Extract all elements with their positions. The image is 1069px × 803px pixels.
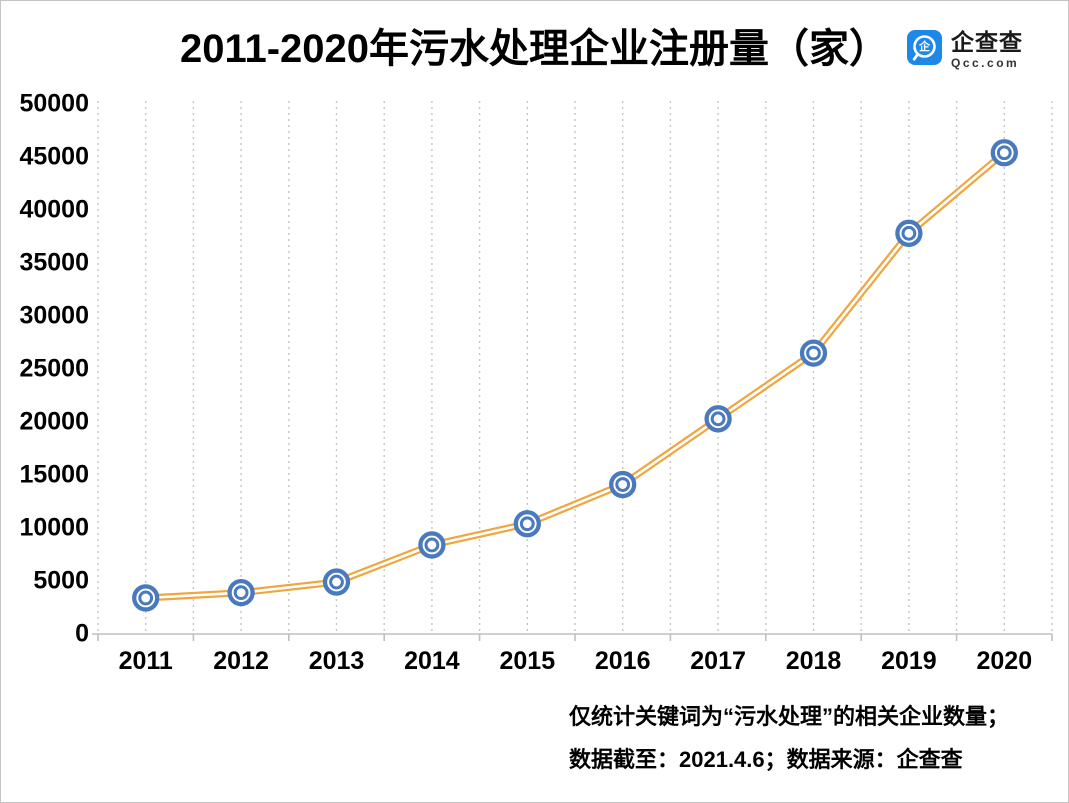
qcc-logo-name: 企查查 <box>951 29 1023 55</box>
data-point-marker-inner <box>329 574 344 590</box>
data-point-marker-inner <box>901 225 917 241</box>
series-line-outer <box>142 149 1008 602</box>
data-point-marker-inner <box>233 585 249 601</box>
qcc-logo-glyph: 企 <box>919 41 930 53</box>
x-tick-label: 2015 <box>499 647 556 675</box>
y-tick-label: 45000 <box>19 142 89 171</box>
y-tick-label: 50000 <box>19 89 89 118</box>
y-tick-label: 25000 <box>19 354 89 383</box>
y-tick-label: 35000 <box>19 248 89 277</box>
y-tick-label: 15000 <box>19 460 89 489</box>
chart-footnotes: 仅统计关键词为“污水处理”的相关企业数量； 数据截至：2021.4.6；数据来源… <box>569 695 1009 781</box>
qcc-logo-text: 企查查 Qcc.com <box>951 30 1023 70</box>
series-line-inner <box>144 151 1006 600</box>
qcc-logo-domain: Qcc.com <box>951 56 1020 70</box>
x-tick-label: 2012 <box>213 647 269 675</box>
data-point-marker-inner <box>710 411 726 427</box>
y-tick-label: 20000 <box>19 407 89 436</box>
y-tick-label: 5000 <box>33 566 89 595</box>
x-tick-label: 2018 <box>785 647 842 675</box>
y-tick-label: 10000 <box>19 513 89 542</box>
x-tick-label: 2011 <box>118 647 173 675</box>
x-tick-label: 2014 <box>404 647 460 675</box>
footnote-line-2: 数据截至：2021.4.6；数据来源：企查查 <box>569 747 963 772</box>
data-point-marker-inner <box>519 516 535 532</box>
y-tick-label: 30000 <box>19 301 89 330</box>
x-tick-label: 2017 <box>690 647 746 675</box>
x-tick-label: 2016 <box>594 647 651 675</box>
qcc-logo: 企 企查查 Qcc.com <box>907 30 1023 70</box>
x-tick-label: 2020 <box>976 647 1033 675</box>
data-point-marker-inner <box>996 145 1012 161</box>
x-tick-label: 2013 <box>308 647 365 675</box>
chart-title: 2011-2020年污水处理企业注册量（家） <box>179 27 890 71</box>
footnote-line-1: 仅统计关键词为“污水处理”的相关企业数量； <box>569 704 1010 729</box>
data-point-marker-inner <box>138 590 154 606</box>
data-point-marker-inner <box>806 345 821 361</box>
data-point-marker-inner <box>615 477 631 492</box>
y-tick-label: 0 <box>75 619 89 648</box>
y-tick-label: 40000 <box>19 195 89 224</box>
magnifier-icon <box>907 30 942 65</box>
qcc-logo-icon: 企 <box>907 30 942 65</box>
x-tick-label: 2019 <box>881 647 937 675</box>
data-point-marker-inner <box>424 537 440 553</box>
